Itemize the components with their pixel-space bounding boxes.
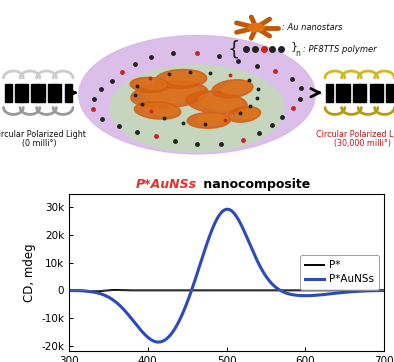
Ellipse shape [131,81,208,108]
P* [339,288,344,292]
Text: (0 milli°): (0 milli°) [22,139,57,148]
P*AuNSs [156,340,161,344]
Ellipse shape [145,84,200,103]
Bar [65,84,72,102]
Ellipse shape [221,81,250,94]
Bar [359,84,366,102]
Text: }: } [290,41,297,51]
Text: {: { [228,40,240,59]
Ellipse shape [236,108,259,119]
P* [112,288,117,292]
P* [382,288,387,292]
P* [307,288,311,292]
Ellipse shape [167,71,202,85]
Ellipse shape [197,114,227,125]
Line: P*AuNSs: P*AuNSs [69,209,384,342]
Bar [38,84,45,102]
P*AuNSs [307,294,311,298]
Circle shape [248,24,264,31]
Bar [48,84,55,102]
Line: P*: P* [69,290,384,291]
Bar [5,84,12,102]
P* [268,288,273,292]
Bar [326,84,333,102]
Text: P*AuNSs: P*AuNSs [136,178,197,191]
Bar [343,84,350,102]
Bar [21,84,28,102]
Ellipse shape [199,93,241,110]
P* [86,289,91,293]
P*AuNSs [268,280,273,285]
Circle shape [79,35,315,154]
Ellipse shape [139,79,167,89]
Text: : Au nanostars: : Au nanostars [282,23,342,32]
Bar [353,84,360,102]
Ellipse shape [186,91,247,114]
P*AuNSs [259,266,264,270]
Ellipse shape [156,70,207,88]
Text: Circular Polarized Light: Circular Polarized Light [316,130,394,139]
P* [251,288,255,292]
P* [259,288,264,292]
Y-axis label: CD, mdeg: CD, mdeg [22,243,35,302]
Ellipse shape [228,107,260,122]
Text: n: n [296,49,300,58]
Text: Circular Polarized Light: Circular Polarized Light [0,130,86,139]
Legend: P*, P*AuNSs: P*, P*AuNSs [299,255,379,290]
P*AuNSs [86,289,91,294]
P* [67,288,71,292]
Ellipse shape [212,80,253,98]
P*AuNSs [225,207,230,211]
Bar [386,84,393,102]
P*AuNSs [251,249,255,253]
Ellipse shape [134,102,181,119]
P*AuNSs [67,288,71,292]
Circle shape [110,65,284,152]
Text: (30,000 milli°): (30,000 milli°) [334,139,391,148]
Bar [336,84,344,102]
Bar [32,84,39,102]
P*AuNSs [339,290,344,295]
P*AuNSs [382,288,387,292]
Ellipse shape [187,113,230,128]
Ellipse shape [130,77,169,92]
Bar [54,84,61,102]
Text: nanocomposite: nanocomposite [199,178,310,191]
Ellipse shape [145,104,177,115]
Text: : PF8TTS polymer: : PF8TTS polymer [303,45,377,54]
Bar [15,84,22,102]
Bar [376,84,383,102]
P* [93,289,98,293]
Bar [370,84,377,102]
